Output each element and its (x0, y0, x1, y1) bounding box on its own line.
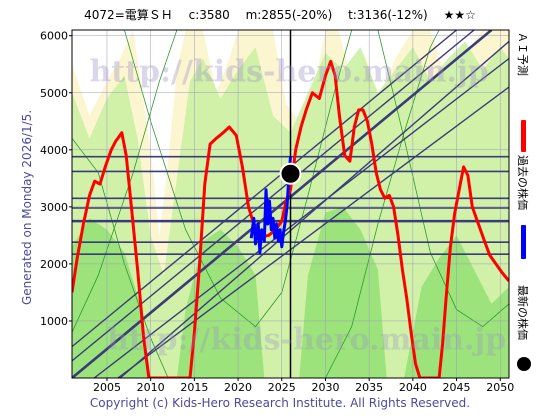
copyright-footer: Copyright (c) Kids-Hero Research Institu… (89, 396, 471, 410)
white-band-1 (133, 30, 186, 236)
min-price: m:2855(-20%) (245, 8, 333, 22)
past-price-line (249, 156, 292, 254)
target-price: t:3136(-12%) (348, 8, 428, 22)
forecast-range-dark-0 (72, 218, 151, 378)
y-tick-label: 2000 (40, 258, 68, 271)
legend-item-latest: 最新の株価 (516, 285, 537, 375)
legend-label-past: 過去の株価 (516, 155, 529, 210)
forecast-range-dark-2 (299, 206, 387, 378)
x-tick-label: 2010 (137, 381, 165, 394)
trend-line (72, 30, 458, 348)
latest-price-dot (279, 162, 302, 185)
y-tick-label: 4000 (40, 144, 68, 157)
x-tick-label: 2035 (355, 381, 383, 394)
y-tick-label: 5000 (40, 87, 68, 100)
y-tick-label: 6000 (40, 30, 68, 43)
x-tick-label: 2025 (268, 381, 296, 394)
wave-guide-2 (377, 30, 509, 328)
plot-area: http://kids-hero.main.jp http://kids-hero… (72, 30, 509, 378)
watermark-text: http://kids-hero.main.jp (89, 54, 488, 89)
trend-line (119, 40, 509, 378)
watermark-text: http://kids-hero.main.jp (107, 322, 506, 357)
wave-guide-0 (72, 30, 178, 333)
x-tick-label: 2015 (180, 381, 208, 394)
legend-item-prediction: ＡＩ予測 (516, 32, 537, 152)
x-tick-label: 2045 (443, 381, 471, 394)
current-price: c:3580 (188, 8, 230, 22)
white-band-2 (203, 30, 239, 93)
trend-line (72, 30, 475, 362)
legend-item-past: 過去の株価 (516, 155, 537, 260)
white-band-3 (273, 30, 326, 122)
rating-stars: ★★☆ (443, 8, 476, 22)
wave-guide-4 (325, 30, 440, 378)
y-tick-label: 1000 (40, 315, 68, 328)
white-band-0 (72, 30, 134, 116)
stock-code: 4072=電算ＳＨ (84, 8, 173, 22)
prediction-line (72, 59, 509, 378)
x-tick-label: 2040 (399, 381, 427, 394)
chart-header: 4072=電算ＳＨ c:3580 m:2855(-20%) t:3136(-12… (0, 6, 560, 24)
white-band-4 (338, 30, 413, 99)
x-tick-label: 2005 (93, 381, 121, 394)
legend-dot-latest (517, 357, 531, 371)
legend-swatch-past (521, 225, 526, 259)
plot-frame (71, 29, 510, 379)
x-tick-label: 2030 (311, 381, 339, 394)
x-tick-label: 2020 (224, 381, 252, 394)
legend-label-latest: 最新の株価 (516, 285, 529, 340)
x-tick-label: 2050 (486, 381, 514, 394)
y-tick-label: 3000 (40, 201, 68, 214)
legend-label-prediction: ＡＩ予測 (516, 32, 529, 76)
legend-swatch-prediction (521, 120, 526, 152)
